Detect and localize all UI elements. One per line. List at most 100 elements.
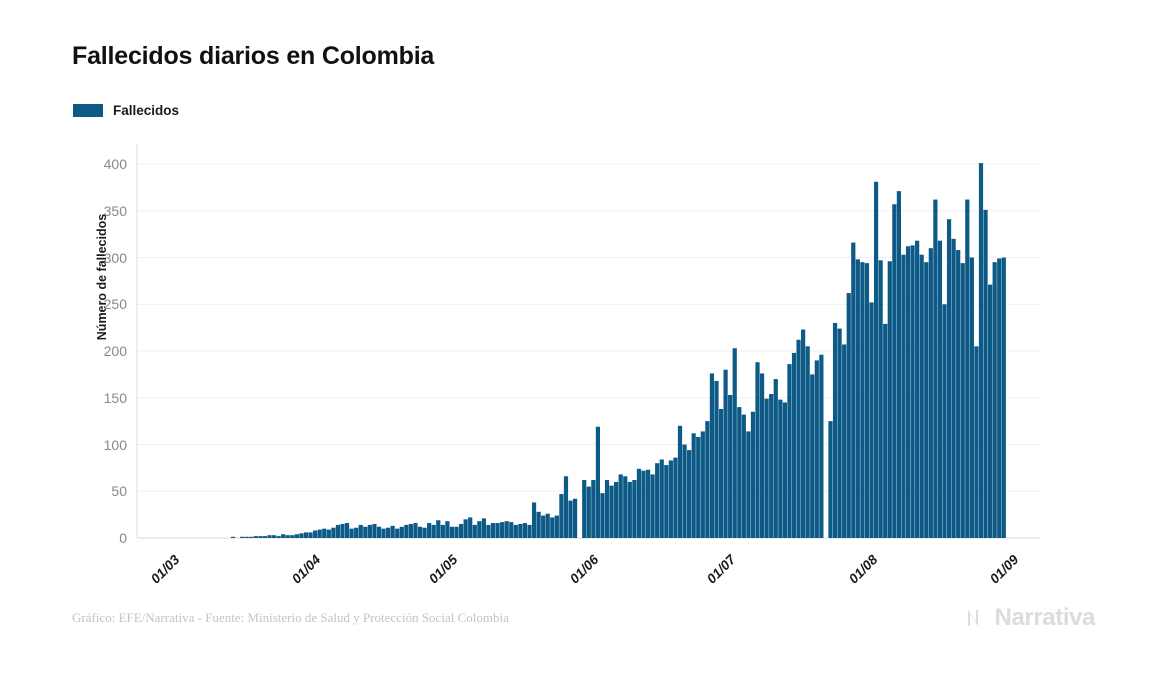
bar[interactable] bbox=[851, 242, 856, 538]
bar[interactable] bbox=[313, 530, 318, 538]
bar[interactable] bbox=[614, 481, 619, 538]
bar[interactable] bbox=[700, 431, 705, 538]
bar[interactable] bbox=[828, 421, 833, 538]
bar[interactable] bbox=[363, 526, 368, 538]
bar[interactable] bbox=[586, 486, 591, 538]
bar[interactable] bbox=[677, 425, 683, 538]
bar[interactable] bbox=[358, 524, 363, 538]
bar[interactable] bbox=[873, 181, 879, 539]
bar[interactable] bbox=[737, 407, 742, 538]
bar[interactable] bbox=[258, 536, 263, 538]
bar[interactable] bbox=[791, 352, 797, 538]
bar[interactable] bbox=[974, 346, 979, 538]
bar[interactable] bbox=[978, 163, 984, 538]
bar[interactable] bbox=[454, 526, 459, 538]
bar[interactable] bbox=[582, 480, 587, 538]
bar[interactable] bbox=[942, 304, 947, 538]
bar[interactable] bbox=[536, 511, 541, 538]
bar[interactable] bbox=[500, 522, 505, 538]
bar[interactable] bbox=[531, 502, 537, 538]
bar[interactable] bbox=[696, 437, 701, 538]
bar[interactable] bbox=[244, 536, 249, 538]
bar[interactable] bbox=[463, 519, 468, 538]
bar[interactable] bbox=[431, 524, 436, 538]
bar[interactable] bbox=[623, 476, 628, 538]
bar[interactable] bbox=[810, 374, 815, 538]
bar[interactable] bbox=[801, 329, 806, 538]
bar[interactable] bbox=[376, 526, 382, 538]
bar[interactable] bbox=[759, 373, 765, 538]
bar[interactable] bbox=[285, 535, 290, 538]
bar[interactable] bbox=[910, 245, 915, 539]
bar[interactable] bbox=[650, 474, 655, 538]
bar[interactable] bbox=[609, 485, 614, 538]
bar[interactable] bbox=[796, 339, 801, 538]
bar[interactable] bbox=[618, 474, 623, 538]
bar[interactable] bbox=[399, 526, 404, 538]
bar[interactable] bbox=[782, 402, 787, 538]
bar[interactable] bbox=[294, 534, 299, 538]
bar[interactable] bbox=[983, 209, 988, 538]
bar[interactable] bbox=[933, 199, 938, 539]
bar[interactable] bbox=[395, 528, 400, 538]
bar[interactable] bbox=[344, 523, 350, 538]
bar[interactable] bbox=[764, 398, 769, 538]
bar[interactable] bbox=[919, 254, 924, 538]
bar[interactable] bbox=[728, 394, 733, 538]
bar[interactable] bbox=[937, 240, 943, 538]
bar[interactable] bbox=[714, 380, 719, 538]
bar[interactable] bbox=[842, 344, 847, 538]
bar[interactable] bbox=[600, 493, 605, 538]
bar[interactable] bbox=[422, 527, 427, 538]
bar[interactable] bbox=[563, 476, 569, 538]
bar[interactable] bbox=[440, 524, 445, 538]
bar[interactable] bbox=[490, 523, 496, 538]
bar[interactable] bbox=[317, 529, 322, 538]
bar[interactable] bbox=[262, 536, 268, 538]
bar[interactable] bbox=[340, 523, 345, 538]
bar[interactable] bbox=[354, 527, 359, 538]
bar[interactable] bbox=[819, 354, 824, 538]
bar[interactable] bbox=[636, 468, 642, 538]
bar[interactable] bbox=[349, 528, 354, 538]
bar[interactable] bbox=[755, 362, 760, 538]
bar[interactable] bbox=[504, 521, 509, 538]
bar[interactable] bbox=[687, 450, 692, 538]
bar[interactable] bbox=[673, 457, 678, 538]
bar[interactable] bbox=[988, 284, 993, 538]
bar[interactable] bbox=[869, 302, 874, 538]
bar[interactable] bbox=[878, 260, 883, 538]
bar[interactable] bbox=[468, 517, 473, 538]
bar[interactable] bbox=[641, 470, 646, 538]
bar[interactable] bbox=[240, 536, 245, 538]
bar[interactable] bbox=[805, 346, 810, 538]
bar[interactable] bbox=[664, 465, 669, 538]
bar[interactable] bbox=[299, 533, 304, 538]
bar[interactable] bbox=[773, 379, 778, 538]
bar[interactable] bbox=[386, 527, 391, 538]
bar[interactable] bbox=[513, 524, 518, 538]
bar[interactable] bbox=[604, 480, 610, 538]
bar[interactable] bbox=[655, 463, 660, 538]
bar[interactable] bbox=[887, 261, 892, 538]
bar[interactable] bbox=[718, 408, 724, 538]
bar[interactable] bbox=[381, 528, 386, 538]
bar[interactable] bbox=[303, 532, 309, 538]
bar[interactable] bbox=[322, 528, 327, 538]
bar[interactable] bbox=[723, 369, 728, 538]
bar[interactable] bbox=[837, 328, 842, 538]
bar[interactable] bbox=[883, 323, 888, 538]
bar[interactable] bbox=[632, 480, 637, 538]
bar[interactable] bbox=[709, 373, 715, 538]
bar[interactable] bbox=[367, 524, 372, 538]
bar[interactable] bbox=[417, 526, 423, 538]
bar[interactable] bbox=[445, 521, 450, 538]
bar[interactable] bbox=[705, 421, 710, 538]
bar[interactable] bbox=[864, 263, 870, 538]
bar[interactable] bbox=[732, 348, 737, 538]
bar[interactable] bbox=[668, 460, 673, 538]
bar[interactable] bbox=[522, 523, 528, 538]
bar[interactable] bbox=[486, 524, 491, 538]
bar[interactable] bbox=[331, 527, 336, 538]
bar[interactable] bbox=[559, 494, 564, 538]
